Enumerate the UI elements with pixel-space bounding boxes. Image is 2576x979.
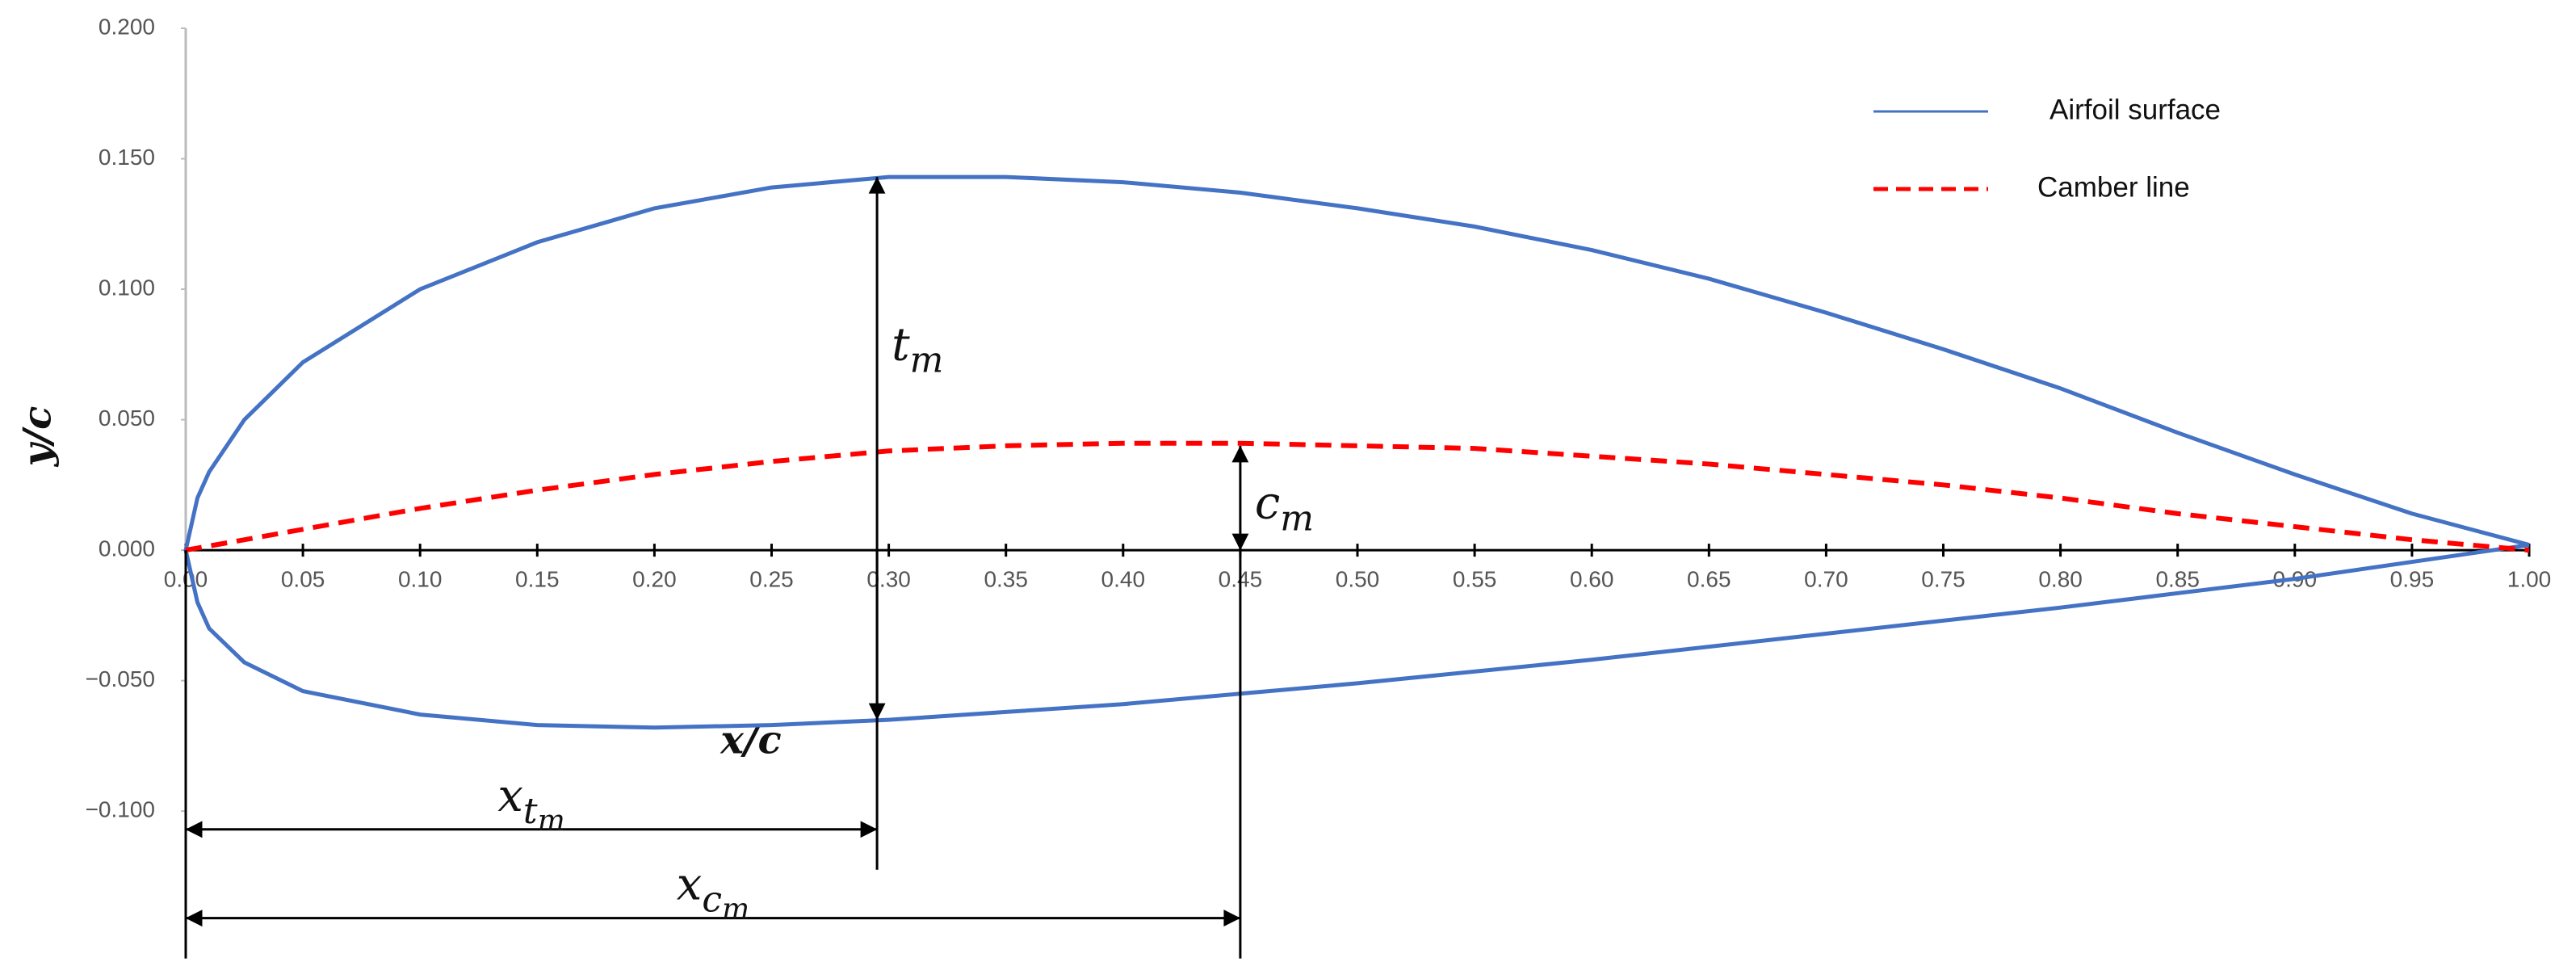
annotation-base: x xyxy=(497,769,523,821)
annotation-label: cm xyxy=(1255,477,1314,539)
x-tick-label: 0.80 xyxy=(2038,567,2083,592)
x-tick-label: 0.65 xyxy=(1687,567,1731,592)
annotation-label: tm xyxy=(892,318,943,380)
annotation-subsub: m xyxy=(722,893,749,926)
annotation-sub: m xyxy=(910,339,944,380)
x-tick-label: 0.55 xyxy=(1453,567,1497,592)
x-tick-label: 0.95 xyxy=(2390,567,2435,592)
x-tick-label: 0.30 xyxy=(866,567,911,592)
x-tick-label: 0.10 xyxy=(398,567,443,592)
y-tick-label: 0.100 xyxy=(99,275,155,300)
y-tick-label: 0.150 xyxy=(99,145,155,170)
legend-label: Airfoil surface xyxy=(2049,94,2221,125)
x-tick-label: 0.20 xyxy=(632,567,677,592)
x-tick-label: 0.15 xyxy=(515,567,560,592)
y-tick-label: 0.200 xyxy=(99,14,155,39)
x-tick-label: 0.75 xyxy=(1921,567,1966,592)
y-axis-label: y/c xyxy=(15,406,61,468)
x-tick-label: 0.35 xyxy=(984,567,1028,592)
y-tick-label: 0.000 xyxy=(99,536,155,561)
x-tick-label: 0.85 xyxy=(2155,567,2200,592)
y-tick-label: −0.100 xyxy=(86,797,155,822)
series-line xyxy=(183,174,2530,730)
series-line xyxy=(185,440,2530,553)
annotation-base: t xyxy=(892,318,910,371)
annotation-label: xtm xyxy=(497,769,564,837)
x-tick-label: 0.25 xyxy=(749,567,794,592)
y-tick-label: 0.050 xyxy=(99,405,155,431)
x-tick-label: 0.05 xyxy=(281,567,325,592)
annotation-base: c xyxy=(1255,477,1280,529)
x-tick-label: 0.70 xyxy=(1804,567,1848,592)
x-tick-label: 0.60 xyxy=(1570,567,1614,592)
x-tick-label: 0.40 xyxy=(1101,567,1146,592)
x-tick-label: 1.00 xyxy=(2507,567,2552,592)
annotation-sub: c xyxy=(702,879,722,920)
legend-label: Camber line xyxy=(2037,171,2190,203)
annotation-base: x xyxy=(677,858,703,910)
annotation-sub: m xyxy=(1280,498,1314,539)
annotation-subsub: m xyxy=(538,805,565,838)
y-tick-label: −0.050 xyxy=(86,666,155,691)
x-tick-label: 0.50 xyxy=(1336,567,1380,592)
annotation-sub: t xyxy=(523,790,538,831)
annotation-label: xcm xyxy=(677,858,749,926)
